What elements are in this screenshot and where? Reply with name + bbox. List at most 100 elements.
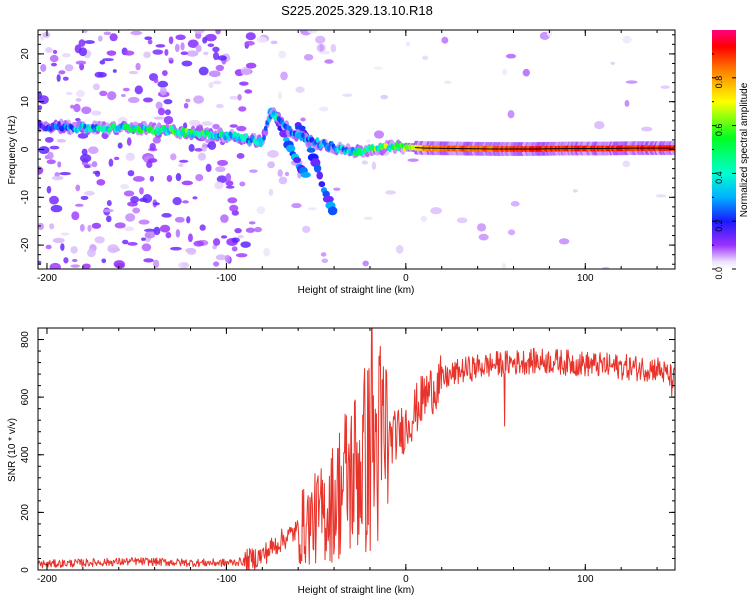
- spectrogram-noise-cell: [45, 244, 52, 250]
- spectrogram-xtick-label: 0: [403, 273, 409, 284]
- spectrogram-noise-cell: [186, 216, 191, 224]
- spectrogram-noise-cell: [315, 35, 326, 44]
- spectrogram-noise-cell: [143, 228, 156, 233]
- spectrogram-noise-cell: [132, 175, 145, 182]
- spectrogram-noise-cell: [84, 190, 95, 196]
- spectrogram-noise-cell: [249, 169, 258, 173]
- spectrogram-noise-cell: [102, 208, 114, 213]
- spectrogram-noise-cell: [236, 125, 247, 132]
- spectrogram-noise-cell: [139, 187, 144, 195]
- spectrogram-noise-cell: [181, 60, 193, 67]
- spectrogram-noise-cell: [395, 245, 404, 254]
- spectrogram-ridge-cell: [181, 127, 186, 133]
- spectrogram-noise-cell: [278, 176, 288, 185]
- spectrogram-noise-cell: [127, 170, 135, 177]
- spectrogram-noise-cell: [125, 152, 136, 162]
- spectrogram-ytick-label: 20: [20, 48, 31, 60]
- spectrogram-noise-cell: [134, 85, 143, 95]
- spectrogram-noise-cell: [91, 222, 102, 229]
- spectrogram-noise-cell: [50, 204, 63, 213]
- spectrogram-noise-cell: [49, 223, 55, 230]
- spectrogram-noise-cell: [625, 80, 638, 84]
- spectrogram-noise-cell: [99, 60, 106, 65]
- spectrogram-ytick-label: 10: [20, 96, 31, 108]
- spectrogram-noise-cell: [224, 254, 231, 264]
- spectrogram-noise-cell: [186, 50, 199, 57]
- spectrogram-noise-cell: [60, 232, 70, 236]
- spectrogram-noise-cell: [225, 173, 232, 183]
- spectrogram-noise-cell: [507, 229, 516, 236]
- spectrogram-noise-cell: [302, 225, 311, 234]
- spectrogram-noise-cell: [234, 228, 242, 234]
- spectrogram-noise-cell: [319, 44, 324, 52]
- spectrogram-noise-cell: [238, 106, 247, 112]
- spectrogram-noise-cell: [183, 102, 189, 109]
- spectrogram-noise-cell: [162, 70, 168, 76]
- spectrogram-noise-cell: [101, 258, 107, 264]
- spectrogram-noise-cell: [74, 203, 84, 207]
- spectrogram-branch-cell: [316, 171, 324, 180]
- spectrogram-noise-cell: [270, 40, 278, 45]
- spectrogram-noise-cell: [295, 86, 305, 93]
- spectrogram-noise-cell: [130, 195, 140, 203]
- spectrogram-noise-cell: [522, 68, 530, 77]
- colorbar-tick-label: 0.2: [714, 219, 724, 232]
- spectrogram-noise-cell: [236, 153, 245, 159]
- spectrogram-noise-cell: [385, 190, 396, 195]
- colorbar-label: Normalized spectral amplitude: [739, 82, 750, 217]
- spectrogram-noise-cell: [422, 55, 429, 60]
- spectrogram-noise-cell: [101, 132, 109, 140]
- spectrogram-noise-cell: [185, 98, 191, 103]
- snr-xtick-label: -100: [216, 574, 236, 585]
- spectrogram-ridge-cell: [57, 121, 61, 127]
- spectrogram-noise-cell: [192, 196, 198, 200]
- spectrogram-noise-cell: [572, 189, 578, 193]
- spectrogram-noise-cell: [128, 70, 139, 75]
- chart-title: S225.2025.329.13.10.R18: [281, 3, 433, 18]
- spectrogram-noise-cell: [132, 207, 141, 214]
- spectrogram-noise-cell: [44, 136, 54, 143]
- spectrogram-noise-cell: [231, 237, 240, 243]
- snr-ylabel: SNR (10 * v/v): [7, 418, 18, 482]
- spectrogram-noise-cell: [324, 59, 334, 64]
- spectrogram-noise-cell: [105, 215, 112, 223]
- spectrogram-noise-cell: [153, 226, 161, 236]
- spectrogram-noise-cell: [212, 80, 222, 85]
- spectrogram-ytick-label: 0: [20, 146, 31, 152]
- spectrogram-noise-cell: [182, 200, 189, 204]
- spectrogram-noise-cell: [149, 175, 155, 182]
- spectrogram-noise-cell: [215, 166, 226, 173]
- spectrogram-noise-cell: [75, 89, 85, 98]
- spectrogram-noise-cell: [212, 238, 221, 246]
- spectrogram-noise-cell: [175, 173, 182, 182]
- spectrogram-noise-cell: [112, 69, 117, 73]
- spectrogram-noise-cell: [52, 49, 58, 55]
- snr-xtick-label: 100: [577, 574, 594, 585]
- spectrogram-noise-cell: [99, 90, 108, 97]
- spectrogram-noise-cell: [188, 143, 195, 152]
- spectrogram-noise-cell: [641, 126, 653, 132]
- spectrogram-noise-cell: [660, 85, 670, 89]
- spectrogram-ridge-cell: [297, 131, 302, 137]
- spectrogram-noise-cell: [213, 261, 220, 267]
- spectrogram-noise-cell: [505, 53, 517, 59]
- spectrogram-noise-cell: [120, 183, 129, 190]
- spectrogram-noise-cell: [80, 153, 92, 163]
- spectrogram-noise-cell: [239, 81, 249, 86]
- spectrogram-noise-cell: [291, 202, 302, 209]
- spectrogram-noise-cell: [195, 173, 204, 182]
- spectrogram-branch-cell: [318, 181, 326, 188]
- spectrogram-noise-cell: [201, 121, 213, 126]
- spectrogram-noise-cell: [114, 262, 125, 269]
- spectrogram-noise-cell: [280, 71, 288, 81]
- colorbar-tick-label: 0.0: [714, 267, 724, 280]
- spectrogram-ridge-cell: [315, 137, 320, 143]
- spectrogram-xlabel: Height of straight line (km): [298, 285, 415, 296]
- spectrogram-branch-cell: [286, 144, 296, 153]
- spectrogram-noise-cell: [75, 60, 87, 65]
- spectrogram-xtick-label: -200: [37, 273, 57, 284]
- spectrogram-noise-cell: [94, 71, 104, 78]
- spectrogram-noise-cell: [153, 78, 159, 84]
